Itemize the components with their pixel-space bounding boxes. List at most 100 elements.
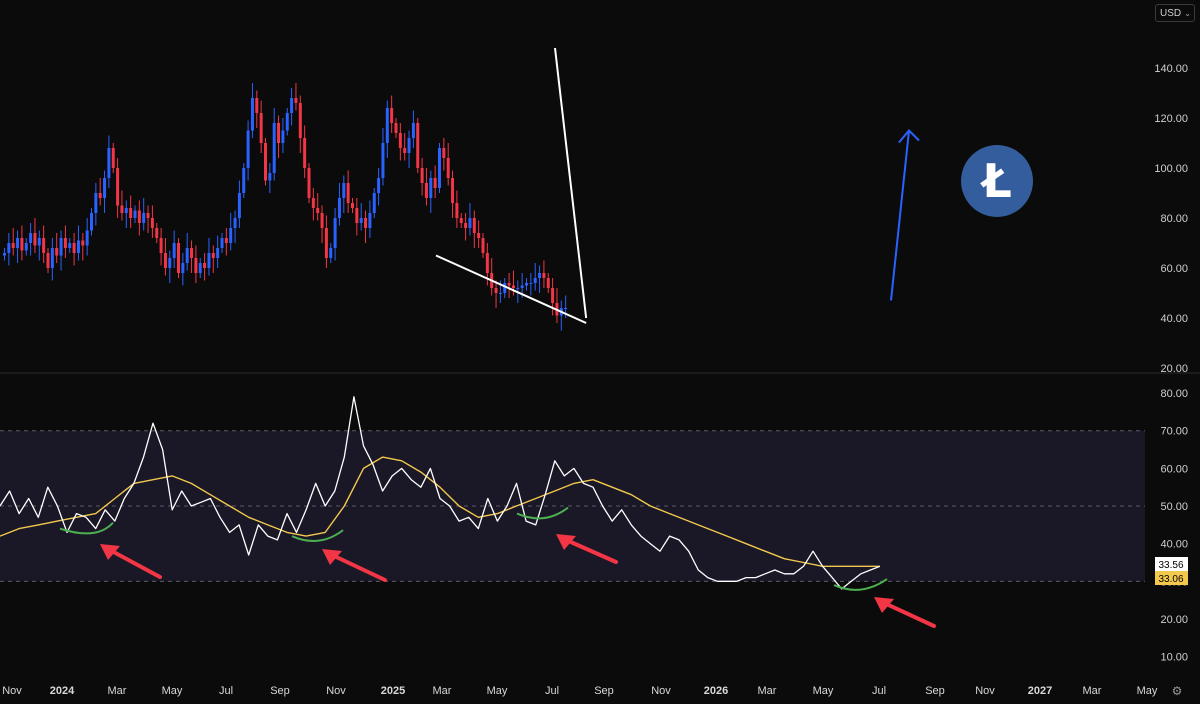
candle (429, 170, 433, 213)
candle-body (377, 178, 381, 193)
candle-body (398, 133, 402, 148)
candle-body (355, 208, 359, 223)
candle-body (3, 253, 6, 256)
candle-body (564, 308, 568, 309)
candle (294, 83, 298, 111)
candle (316, 193, 320, 221)
candle (438, 143, 441, 193)
x-tick: Mar (758, 685, 777, 697)
candle-body (407, 138, 411, 153)
candle-body (11, 243, 15, 248)
candle-body (494, 288, 498, 293)
price-y-tick: 100.00 (1154, 163, 1188, 175)
candle (529, 273, 533, 296)
candle-body (411, 123, 415, 138)
currency-selector[interactable]: USD ⌄ (1155, 4, 1195, 22)
candle-body (107, 148, 111, 178)
candle-body (542, 273, 546, 278)
candle (290, 88, 294, 126)
rsi-moving-average-line (0, 456, 880, 567)
candle-body (255, 98, 259, 113)
candle (277, 115, 281, 158)
candle-body (85, 230, 89, 246)
candle-body (481, 238, 485, 253)
price-y-tick: 120.00 (1154, 113, 1188, 125)
annotation-arrow (100, 544, 162, 579)
candle (481, 233, 485, 258)
x-tick: Mar (108, 685, 127, 697)
candle-body (24, 243, 28, 251)
x-tick: May (162, 685, 183, 697)
candle-body (285, 113, 289, 131)
candle-body (438, 148, 441, 188)
candle-body (37, 238, 41, 246)
candle-body (446, 158, 450, 178)
candle-body (198, 263, 202, 273)
rsi-y-tick: 50.00 (1160, 501, 1188, 513)
candle-body (50, 248, 54, 268)
litecoin-glyph: Ł (979, 154, 1012, 208)
x-tick: 2027 (1028, 685, 1052, 697)
candle (98, 178, 102, 206)
price-panel: 140.00 120.00 100.00 80.00 60.00 40.00 20.00 (3, 47, 1188, 375)
x-tick: 2026 (704, 685, 728, 697)
candle (472, 210, 476, 248)
candle (168, 250, 172, 283)
candle (233, 210, 237, 243)
candle (85, 218, 89, 256)
candle (285, 108, 289, 136)
x-tick: Jul (872, 685, 886, 697)
candle-body (433, 178, 437, 188)
candle (329, 243, 333, 263)
candle (451, 170, 455, 218)
candle (337, 183, 341, 226)
candle-body (150, 218, 154, 228)
candle (181, 253, 185, 286)
candle (163, 238, 167, 276)
candle-body (337, 198, 341, 218)
candle-body (7, 243, 11, 253)
candle-body (20, 238, 24, 251)
x-tick: Nov (651, 685, 671, 697)
candle (455, 190, 459, 228)
rsi-y-tick: 60.00 (1160, 463, 1188, 475)
candle (385, 100, 389, 158)
rsi-y-tick: 40.00 (1160, 539, 1188, 551)
candle-body (98, 193, 102, 198)
candle (203, 253, 207, 281)
candle-body (76, 240, 80, 253)
candle (546, 273, 550, 293)
candle (468, 203, 472, 236)
candle-body (146, 213, 150, 218)
candle-body (268, 173, 272, 181)
rsi-annotations (59, 506, 936, 628)
annotation-arrow-shaft (328, 552, 387, 582)
projection-arrow-shaft (890, 130, 910, 301)
candle-body (207, 253, 211, 268)
candle-body (485, 253, 489, 273)
candle-body (533, 278, 537, 283)
candle (198, 258, 202, 278)
candle-body (246, 130, 250, 168)
candle (172, 230, 176, 268)
candle-body (55, 248, 59, 256)
candle-body (311, 198, 315, 208)
price-y-tick: 40.00 (1160, 313, 1188, 325)
candle (46, 248, 50, 273)
resistance-trendline (554, 47, 588, 319)
candle-body (511, 285, 515, 288)
candle-body (233, 218, 237, 228)
price-y-tick: 140.00 (1154, 63, 1188, 75)
settings-gear-icon[interactable]: ⚙ (1171, 684, 1183, 698)
candle-body (394, 123, 398, 133)
candle (324, 215, 328, 268)
rsi-ma-value-box (1155, 571, 1188, 585)
candle (124, 200, 128, 228)
candle (416, 118, 420, 173)
candle-body (390, 108, 394, 123)
candle (72, 233, 76, 266)
candle (7, 233, 11, 266)
currency-label: USD (1160, 8, 1182, 19)
candle-body (46, 253, 50, 268)
price-y-axis: 140.00 120.00 100.00 80.00 60.00 40.00 20.00 (1154, 63, 1188, 375)
